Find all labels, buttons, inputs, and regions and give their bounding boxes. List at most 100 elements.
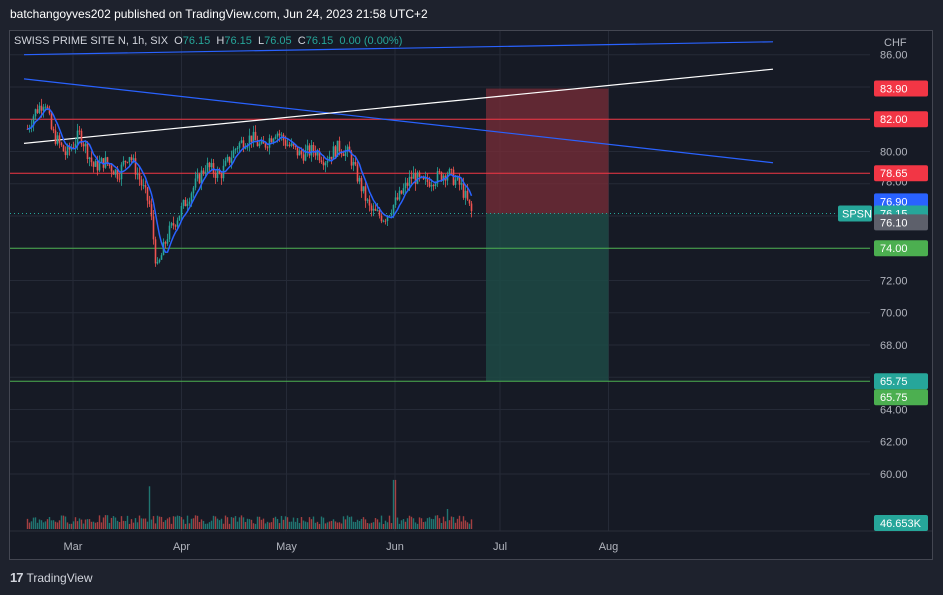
symbol-legend: SWISS PRIME SITE N, 1h, SIX O76.15 H76.1…: [14, 35, 402, 47]
candle-body: [322, 162, 325, 166]
volume-bar: [278, 523, 281, 529]
volume-bar: [192, 518, 195, 529]
candle-body: [276, 133, 279, 137]
volume-bar: [68, 523, 71, 529]
volume-bar: [398, 523, 401, 529]
volume-bar: [62, 515, 65, 529]
candle-body: [116, 169, 119, 179]
candle-body: [302, 154, 305, 161]
volume-bar: [204, 523, 207, 529]
price-tag-text: 74.00: [880, 243, 908, 255]
volume-bar: [388, 515, 391, 529]
volume-bar: [416, 523, 419, 529]
volume-bar: [400, 520, 403, 529]
volume-bar: [342, 516, 345, 529]
candle-body: [394, 197, 397, 205]
candle-body: [166, 239, 169, 244]
volume-bar: [242, 517, 245, 529]
volume-bar: [82, 523, 85, 529]
tradingview-brand[interactable]: TradingView: [26, 570, 93, 585]
candle-body: [80, 130, 83, 145]
volume-bar: [264, 523, 267, 529]
volume-bar: [372, 522, 375, 529]
candle-body: [142, 185, 145, 186]
candle-body: [94, 160, 97, 167]
volume-bar: [112, 516, 115, 529]
x-tick-label: Jun: [386, 541, 404, 553]
y-tick-label: 72.00: [880, 275, 908, 287]
candle-body: [146, 187, 149, 201]
volume-bar: [26, 518, 29, 529]
candle-body: [310, 144, 313, 156]
price-tag-green-line: 74.00: [874, 240, 928, 257]
volume-bar: [318, 523, 321, 529]
candle-body: [198, 174, 201, 184]
candle-body: [210, 163, 213, 168]
price-tag-red-line: 78.65: [874, 165, 928, 182]
volume-bar: [168, 517, 171, 529]
volume-bar: [194, 515, 197, 529]
volume-bar: [200, 519, 203, 529]
candle-body: [202, 170, 205, 174]
candle-body: [294, 145, 297, 147]
volume-bar: [92, 521, 95, 529]
candle-body: [430, 185, 433, 187]
candle-body: [450, 169, 453, 170]
volume-bar: [368, 523, 371, 529]
candle-body: [452, 169, 455, 185]
volume-bar: [106, 515, 109, 529]
volume-bar: [64, 516, 67, 529]
candle-body: [288, 144, 291, 146]
symbol-name[interactable]: SWISS PRIME SITE N, 1h, SIX: [14, 35, 169, 47]
candle-body: [234, 149, 237, 151]
candle-body: [380, 215, 383, 222]
volume-bar: [142, 518, 145, 529]
volume-bar: [294, 521, 297, 529]
volume-bar: [256, 516, 259, 529]
volume-bar: [60, 515, 63, 529]
candle-body: [366, 199, 369, 201]
volume-bar: [156, 515, 159, 529]
candle-body: [132, 158, 135, 161]
volume-bar: [44, 521, 47, 529]
candle-body: [64, 151, 67, 156]
take-profit-zone: [486, 213, 609, 382]
volume-bar: [380, 515, 383, 529]
volume-bar: [230, 517, 233, 529]
candle-body: [292, 143, 295, 146]
candle-body: [362, 186, 365, 192]
open-value: 76.15: [182, 35, 211, 47]
volume-bar: [54, 521, 57, 529]
volume-bar: [322, 517, 325, 529]
candle-body: [154, 239, 157, 264]
volume-bar: [326, 522, 329, 529]
candle-body: [44, 106, 47, 108]
volume-bar: [148, 486, 151, 529]
volume-bar: [32, 517, 35, 529]
candle-body: [468, 199, 471, 204]
candle-body: [390, 213, 393, 216]
volume-bar: [172, 516, 175, 529]
candle-body: [184, 199, 187, 207]
volume-bar: [164, 520, 167, 529]
volume-bar: [328, 521, 331, 529]
volume-bar: [160, 516, 163, 529]
candle-body: [382, 220, 385, 222]
volume-bar: [240, 515, 243, 529]
volume-bar: [428, 517, 431, 529]
price-tag-stop: 83.90: [874, 80, 928, 97]
candle-body: [36, 109, 39, 113]
candle-body: [258, 143, 261, 147]
volume-bar: [392, 479, 395, 529]
candle-body: [148, 200, 151, 205]
candle-body: [298, 150, 301, 156]
volume-bar: [166, 518, 169, 529]
volume-bar: [118, 521, 121, 529]
price-tag-text: 65.75: [880, 376, 908, 388]
volume-bar: [190, 518, 193, 529]
candle-body: [332, 146, 335, 159]
volume-bar: [48, 516, 51, 529]
volume-bar: [418, 517, 421, 529]
